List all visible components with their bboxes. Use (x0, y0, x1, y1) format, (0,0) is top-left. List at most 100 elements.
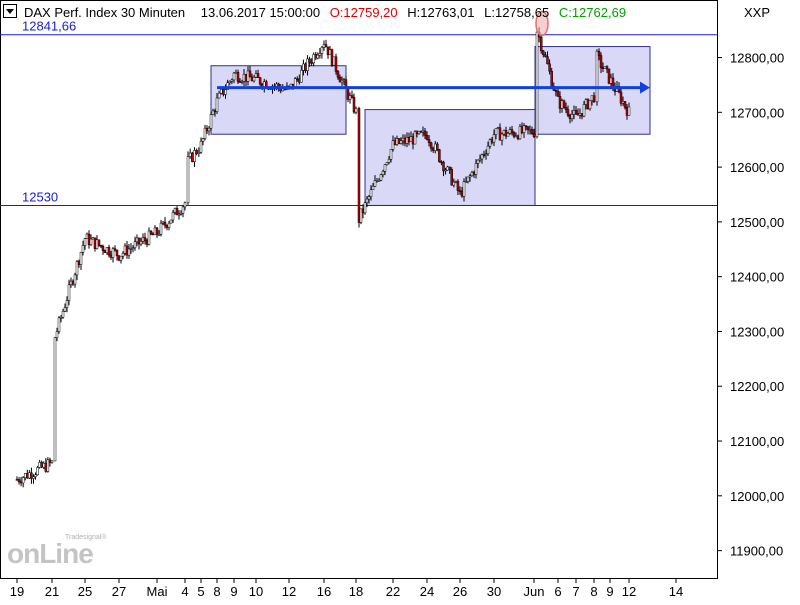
candle-body (95, 239, 99, 249)
candle-body (427, 139, 431, 144)
candle-body (324, 44, 328, 48)
candle-body (486, 145, 490, 154)
candle-body (436, 143, 439, 150)
candle-body (590, 95, 594, 101)
x-tick-label: 16 (317, 584, 331, 599)
watermark-brand: Tradesignal® (65, 534, 107, 541)
x-tick-label: 9 (230, 584, 237, 599)
candle-body (30, 472, 33, 479)
candle-body (391, 140, 395, 150)
candle-body (181, 206, 185, 214)
candle-body (520, 126, 524, 133)
candle-body (524, 125, 528, 127)
candle-body (67, 284, 71, 301)
candle-body (28, 472, 31, 479)
candle-body (516, 135, 520, 140)
candle-body (137, 237, 141, 245)
candle-body (40, 462, 43, 468)
candle-body (240, 81, 244, 83)
candle-body (149, 230, 153, 235)
candle-body (588, 100, 592, 110)
x-tick-label: 7 (572, 584, 579, 599)
y-tick-label: 12400,00 (730, 270, 784, 285)
candle-body (188, 152, 192, 157)
tradesignal-watermark: Tradesignal® onLine (7, 534, 119, 570)
candle-body (123, 245, 127, 254)
candle-body (411, 136, 415, 145)
candle-body (379, 174, 383, 181)
candle-body (421, 130, 425, 133)
candle-body (452, 181, 456, 186)
instrument-name: DAX Perf. Index 30 Minuten (24, 5, 186, 20)
candle-body (440, 161, 443, 164)
candle-body (348, 95, 352, 100)
candle-body (532, 133, 536, 137)
candle-body (248, 70, 252, 78)
candle-body (121, 252, 125, 257)
candle-body (230, 79, 234, 82)
candle-body (502, 129, 506, 135)
candle-body (576, 113, 580, 116)
candle-body (417, 131, 421, 134)
candle-body (605, 66, 609, 70)
candle-body (42, 462, 46, 468)
candle-body (205, 127, 209, 132)
y-tick-label: 12800,00 (730, 51, 784, 66)
candle-body (334, 56, 338, 72)
candle-body (91, 237, 95, 240)
level-line-label: 12530 (22, 189, 58, 204)
candle-body (183, 202, 187, 208)
highlight-marker (535, 10, 549, 37)
candle-body (599, 55, 603, 68)
candle-body (470, 172, 474, 176)
candle-body (211, 110, 215, 115)
candle-body (586, 99, 590, 110)
candle-body (129, 248, 133, 250)
candle-body (584, 99, 588, 105)
candle-body (367, 196, 371, 200)
candle-body (492, 134, 496, 143)
candle-body (625, 106, 629, 116)
candle-body (213, 110, 217, 113)
candle-body (548, 63, 551, 72)
candle-body (151, 233, 155, 236)
candle-body (234, 72, 238, 74)
candle-body (85, 233, 89, 239)
y-tick-label: 12300,00 (730, 324, 784, 339)
candle-body (365, 198, 369, 203)
candle-body (401, 137, 405, 142)
x-tick-label: 18 (349, 584, 363, 599)
y-tick-label: 12600,00 (730, 160, 784, 175)
candles (15, 27, 631, 488)
x-tick-label: 21 (45, 584, 59, 599)
candle-body (46, 459, 50, 472)
candle-body (135, 237, 139, 243)
candle-body (77, 261, 81, 265)
candle-body (482, 154, 486, 156)
candle-body (415, 131, 419, 134)
candle-body (215, 97, 219, 112)
candle-body (623, 101, 627, 108)
candle-body (338, 77, 342, 83)
candle-body (203, 127, 207, 139)
candle-body (69, 280, 73, 286)
candle-body (458, 190, 462, 192)
candle-body (330, 49, 334, 66)
candle-body (474, 163, 478, 175)
candle-body (127, 248, 131, 256)
candle-body (224, 89, 227, 95)
candle-body (105, 247, 109, 254)
chart-menu-icon[interactable] (3, 4, 17, 18)
candle-body (177, 213, 181, 216)
candle-body (546, 56, 549, 65)
candle-body (308, 58, 311, 63)
y-tick-label: 12500,00 (730, 215, 784, 230)
candle-body (53, 337, 57, 462)
candle-body (26, 473, 29, 479)
candle-body (464, 181, 468, 183)
candle-body (316, 54, 320, 59)
candle-body (510, 129, 514, 133)
candle-body (595, 50, 599, 103)
